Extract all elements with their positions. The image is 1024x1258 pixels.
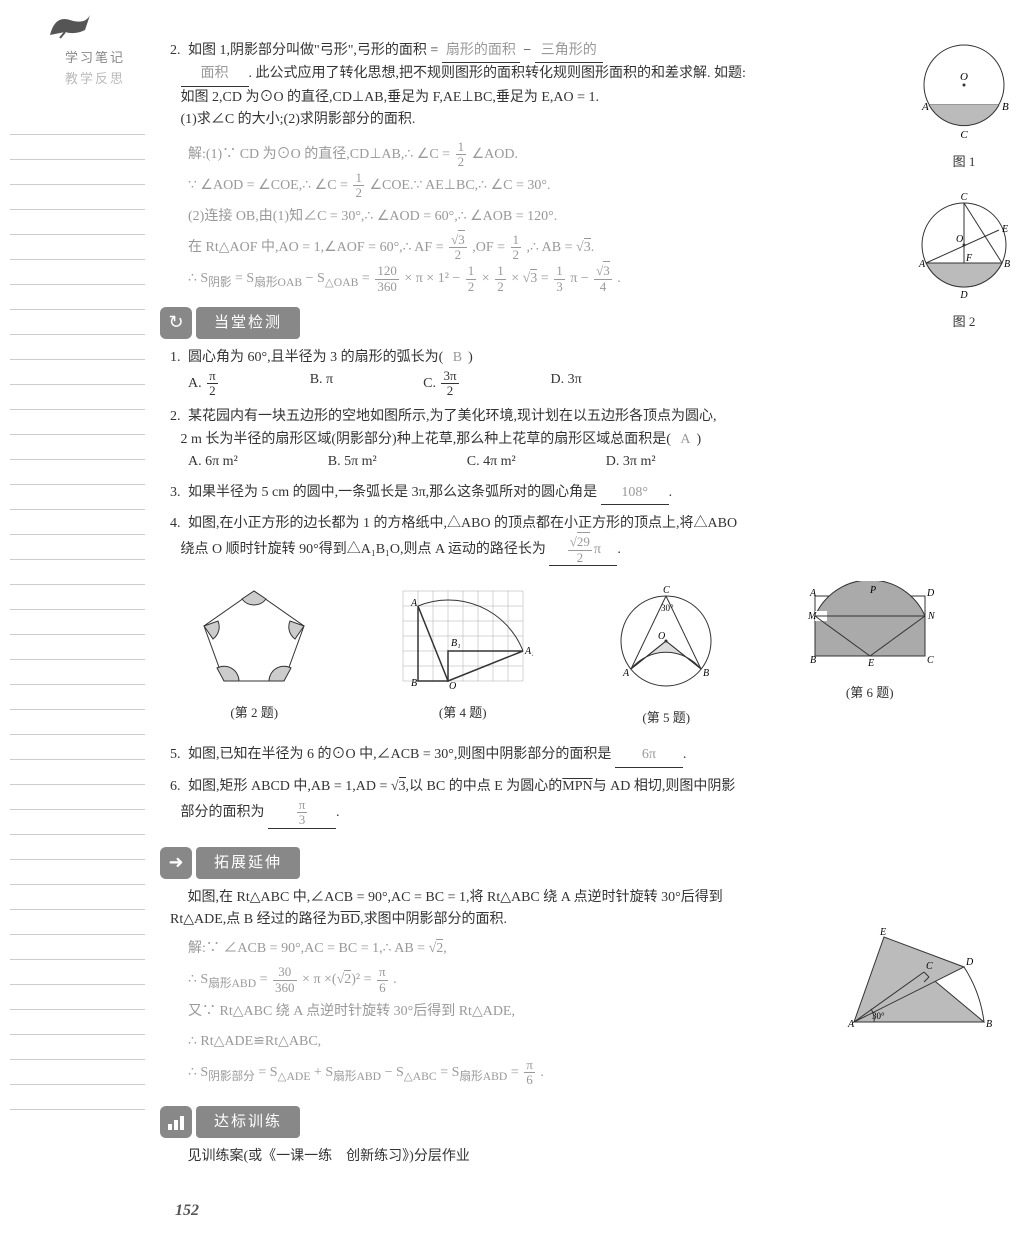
svg-text:B: B [703, 668, 709, 679]
section-classtest: ↻ 当堂检测 [160, 307, 300, 339]
blank-2: 三角形的 [535, 40, 603, 63]
figure-1: O A B C 图 1 [914, 40, 1014, 173]
svg-text:C: C [927, 655, 934, 666]
svg-text:C: C [961, 192, 968, 203]
svg-text:E: E [867, 658, 874, 669]
svg-text:A: A [809, 588, 817, 599]
section-training: 达标训练 [160, 1106, 300, 1138]
svg-text:B: B [986, 1019, 992, 1030]
blank-1: 扇形的面积 [442, 40, 520, 63]
section-extend: ➜ 拓展延伸 [160, 847, 300, 879]
question-1: 1.圆心角为 60°,且半径为 3 的扇形的弧长为( B) A. π2 B. π… [170, 347, 964, 399]
page-number: 152 [175, 1198, 964, 1224]
svg-text:B: B [1002, 101, 1009, 113]
svg-text:B: B [1004, 259, 1010, 270]
question-4: 4.如图,在小正方形的边长都为 1 的方格纸中,△ABO 的顶点都在小正方形的顶… [170, 513, 964, 566]
svg-text:B₁: B₁ [451, 638, 461, 649]
note-lines [10, 110, 150, 1110]
blank-3: 面积 [181, 63, 249, 86]
svg-text:B: B [411, 678, 417, 689]
svg-text:A: A [847, 1019, 855, 1030]
svg-text:E: E [1001, 224, 1008, 235]
svg-text:A: A [918, 259, 926, 270]
svg-text:N: N [927, 611, 936, 622]
arrow-icon: ➜ [160, 847, 192, 879]
question-6: 6.如图,矩形 ABCD 中,AB = 1,AD = √3,以 BC 的中点 E… [170, 776, 964, 829]
svg-text:A: A [410, 598, 418, 609]
svg-text:F: F [965, 253, 973, 264]
question-5: 5.如图,已知在半径为 6 的⊙O 中,∠ACB = 30°,则图中阴影部分的面… [170, 744, 964, 767]
refresh-icon: ↻ [160, 307, 192, 339]
answer-4: √292π [549, 535, 617, 566]
svg-text:P: P [869, 585, 876, 596]
answer-6: π3 [268, 798, 336, 829]
figure-row: (第 2 题) [170, 581, 964, 729]
figure-1-label: 图 1 [914, 152, 1014, 173]
answer-3: 108° [601, 482, 669, 505]
svg-text:O: O [658, 631, 665, 642]
sidebar-label-reflect: 教学反思 [65, 69, 150, 90]
svg-text:M: M [807, 611, 817, 622]
question-3: 3.如果半径为 5 cm 的圆中,一条弧长是 3π,那么这条弧所对的圆心角是 1… [170, 482, 964, 505]
figure-2: C O E F A B D 图 2 [914, 190, 1014, 333]
svg-text:A₁: A₁ [524, 646, 533, 657]
extension-problem: A B C D E 30° 如图,在 Rt△ABC 中,∠ACB = 90°,A… [170, 887, 964, 1088]
svg-text:C: C [926, 961, 933, 972]
chart-icon [160, 1106, 192, 1138]
svg-text:E: E [879, 927, 886, 938]
problem-num: 2. [170, 40, 188, 62]
logo-icon [45, 10, 95, 40]
svg-text:A: A [622, 668, 630, 679]
svg-text:A: A [921, 101, 929, 113]
svg-text:30°: 30° [661, 603, 674, 613]
svg-text:C: C [663, 585, 670, 596]
figure-2-label: 图 2 [914, 312, 1014, 333]
answer-1: B [453, 350, 462, 365]
svg-text:C: C [960, 129, 968, 140]
solution-2: 解:(1)∵ CD 为⊙O 的直径,CD⊥AB,∴ ∠C = 12 ∠AOD. … [188, 140, 964, 295]
answer-2: A [680, 432, 690, 447]
svg-text:O: O [449, 681, 456, 691]
problem-2: O A B C 图 1 C O [170, 40, 964, 132]
question-2: 2.某花园内有一块五边形的空地如图所示,为了美化环境,现计划在以五边形各顶点为圆… [170, 406, 964, 473]
training-text: 见训练案(或《一课一练 创新练习》)分层作业 [170, 1146, 964, 1168]
figure-q6: A D M N P B E C (第 6 题) [800, 581, 940, 729]
svg-text:O: O [960, 71, 968, 83]
figure-ext: A B C D E 30° [844, 927, 994, 1045]
sidebar-label-notes: 学习笔记 [65, 48, 150, 69]
figure-q4: A B O A₁ B₁ (第 4 题) [393, 581, 533, 729]
svg-text:B: B [810, 655, 816, 666]
svg-text:D: D [965, 957, 974, 968]
figure-q2: (第 2 题) [194, 581, 314, 729]
sidebar: 学习笔记 教学反思 [10, 10, 150, 1110]
svg-text:D: D [959, 290, 968, 300]
svg-text:D: D [926, 588, 935, 599]
answer-5: 6π [615, 744, 683, 767]
figure-q5: C O A B 30° (第 5 题) [611, 581, 721, 729]
svg-text:O: O [956, 234, 963, 245]
